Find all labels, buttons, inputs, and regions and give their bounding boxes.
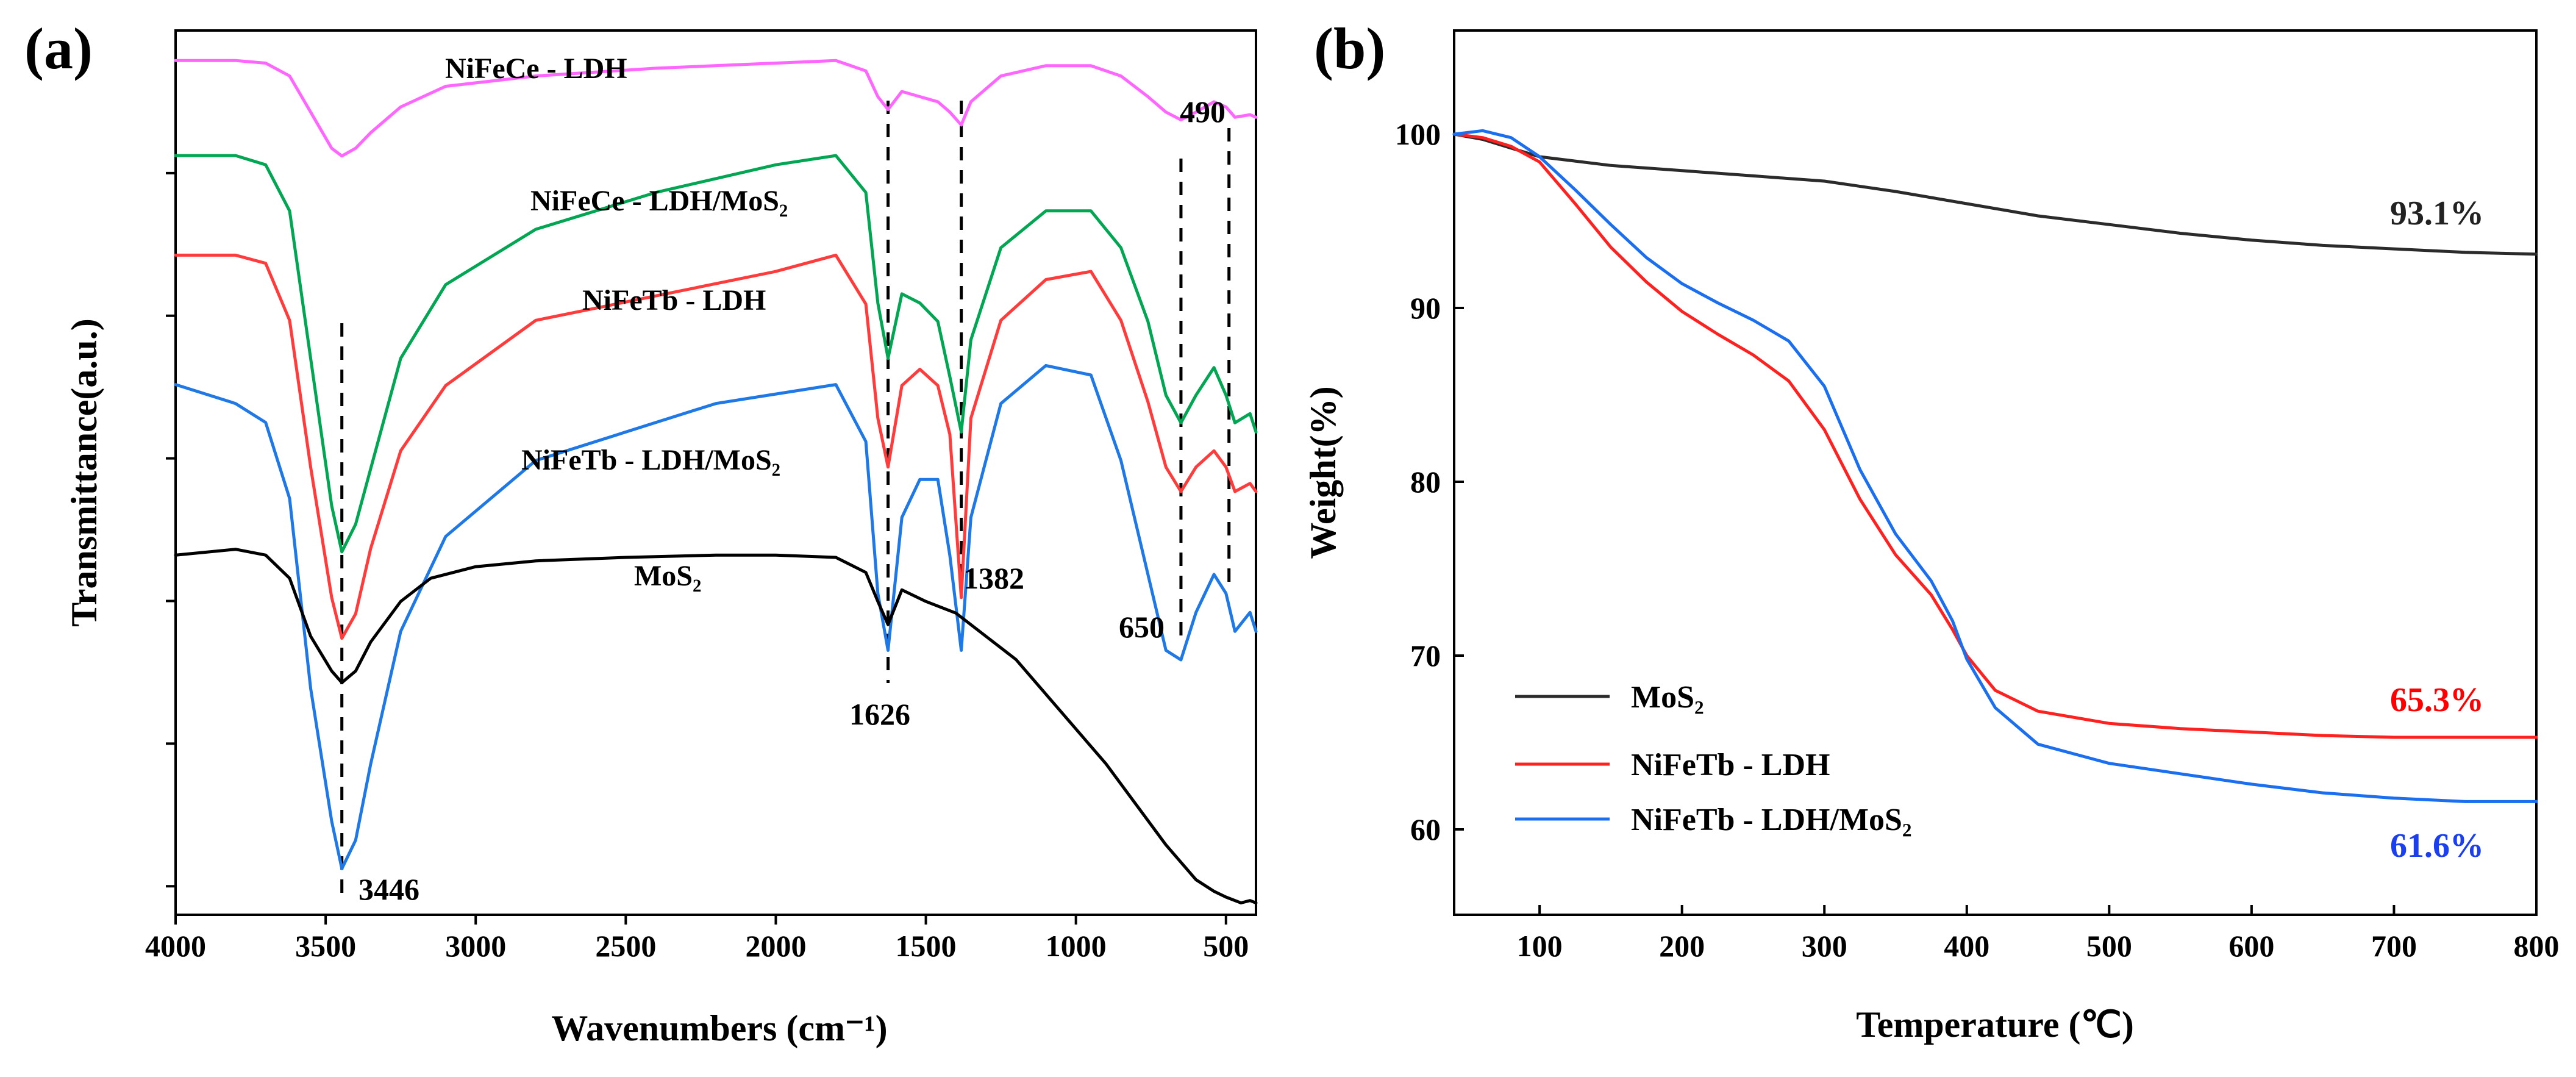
series-label-nifece-ldh: NiFeCe - LDH (445, 52, 627, 85)
b-x-tick-label-300: 300 (1802, 929, 1847, 963)
legend: MoS₂ NiFeTb - LDH NiFeTb - LDH/MoS₂ (1515, 680, 1911, 837)
plot-a-x-ticks: 4000 3500 3000 2500 2000 1500 1000 500 (145, 915, 1249, 963)
plot-b-y-axis-title: Weight(%) (1303, 386, 1343, 559)
x-tick-label-3500: 3500 (295, 929, 356, 963)
x-tick-label-500: 500 (1203, 929, 1249, 963)
x-tick-label-3000: 3000 (445, 929, 506, 963)
x-tick-label-1500: 1500 (896, 929, 957, 963)
plot-b-frame (1453, 29, 2538, 916)
x-tick-label-4000: 4000 (145, 929, 206, 963)
plot-a-frame (174, 29, 1257, 916)
plot-b-ticks: 100 200 300 400 500 600 700 800 60 70 80 90 100 (1395, 117, 2560, 963)
plot-a-x-axis-title: Wavenumbers (cm⁻¹) (551, 1008, 887, 1048)
peak-guides (340, 101, 1231, 896)
b-y-tick-label-70: 70 (1410, 639, 1441, 673)
b-x-tick-label-500: 500 (2086, 929, 2132, 963)
series-line-mos (174, 548, 1258, 904)
plot-a-y-axis-title: Transmittance(a.u.) (64, 318, 104, 627)
legend-label-nifetb-ldh: NiFeTb - LDH (1631, 748, 1830, 782)
end-label-mos2: 93.1% (2390, 195, 2484, 232)
end-label-nifetb-ldh: 65.3% (2390, 681, 2484, 719)
plot-b-x-axis-title: Temperature (℃) (1856, 1004, 2134, 1045)
panel-b-label: (b) (1314, 16, 1385, 81)
b-x-tick-label-700: 700 (2371, 929, 2417, 963)
plot-b-series (1452, 129, 2538, 803)
peak-label-1626: 1626 (849, 697, 910, 731)
b-y-tick-label-90: 90 (1410, 291, 1441, 325)
peak-label-1382: 1382 (963, 561, 1024, 595)
b-x-tick-label-600: 600 (2228, 929, 2274, 963)
series-line-nifetb-ldh-mos (174, 363, 1258, 870)
x-tick-label-2500: 2500 (595, 929, 656, 963)
series-label-nifetb-ldh-mos2: NiFeTb - LDH/MoS₂ (521, 444, 780, 476)
b-y-tick-label-60: 60 (1410, 812, 1441, 846)
plot-a-y-ticks (166, 171, 176, 888)
b-x-tick-label-800: 800 (2514, 929, 2560, 963)
series-label-nifetb-ldh: NiFeTb - LDH (582, 284, 766, 317)
legend-label-mos2: MoS₂ (1631, 680, 1704, 715)
panel-a: (a) 4000 3500 3000 2500 2000 1500 1000 500 Wave… (24, 16, 1258, 1048)
x-tick-label-2000: 2000 (745, 929, 806, 963)
tga-line-mos (1452, 132, 2538, 256)
peak-label-3446: 3446 (359, 872, 419, 906)
panel-a-label: (a) (24, 16, 93, 81)
b-x-tick-label-100: 100 (1517, 929, 1563, 963)
series-line-nifece-ldh-mos (174, 154, 1258, 554)
series-label-mos2: MoS₂ (634, 560, 701, 592)
end-label-nifetb-ldh-mos2: 61.6% (2390, 827, 2484, 865)
plot-a-series (174, 59, 1258, 904)
b-y-tick-label-100: 100 (1395, 117, 1441, 151)
b-x-tick-label-400: 400 (1944, 929, 1989, 963)
b-y-tick-label-80: 80 (1410, 465, 1441, 499)
tga-line-nifetb-ldh (1452, 132, 2538, 739)
panel-b: (b) 100 200 300 400 500 600 700 800 60 70 80 90100 … (1303, 16, 2560, 1045)
series-label-nifece-ldh-mos2: NiFeCe - LDH/MoS₂ (530, 185, 788, 217)
series-line-nifetb-ldh (174, 253, 1258, 640)
series-line-nifece-ldh (174, 59, 1258, 158)
peak-label-650: 650 (1119, 610, 1165, 644)
legend-label-nifetb-ldh-mos2: NiFeTb - LDH/MoS₂ (1631, 803, 1911, 837)
b-x-tick-label-200: 200 (1659, 929, 1705, 963)
x-tick-label-1000: 1000 (1046, 929, 1107, 963)
peak-label-490: 490 (1180, 95, 1226, 129)
tga-line-nifetb-ldh-mos (1452, 129, 2538, 803)
